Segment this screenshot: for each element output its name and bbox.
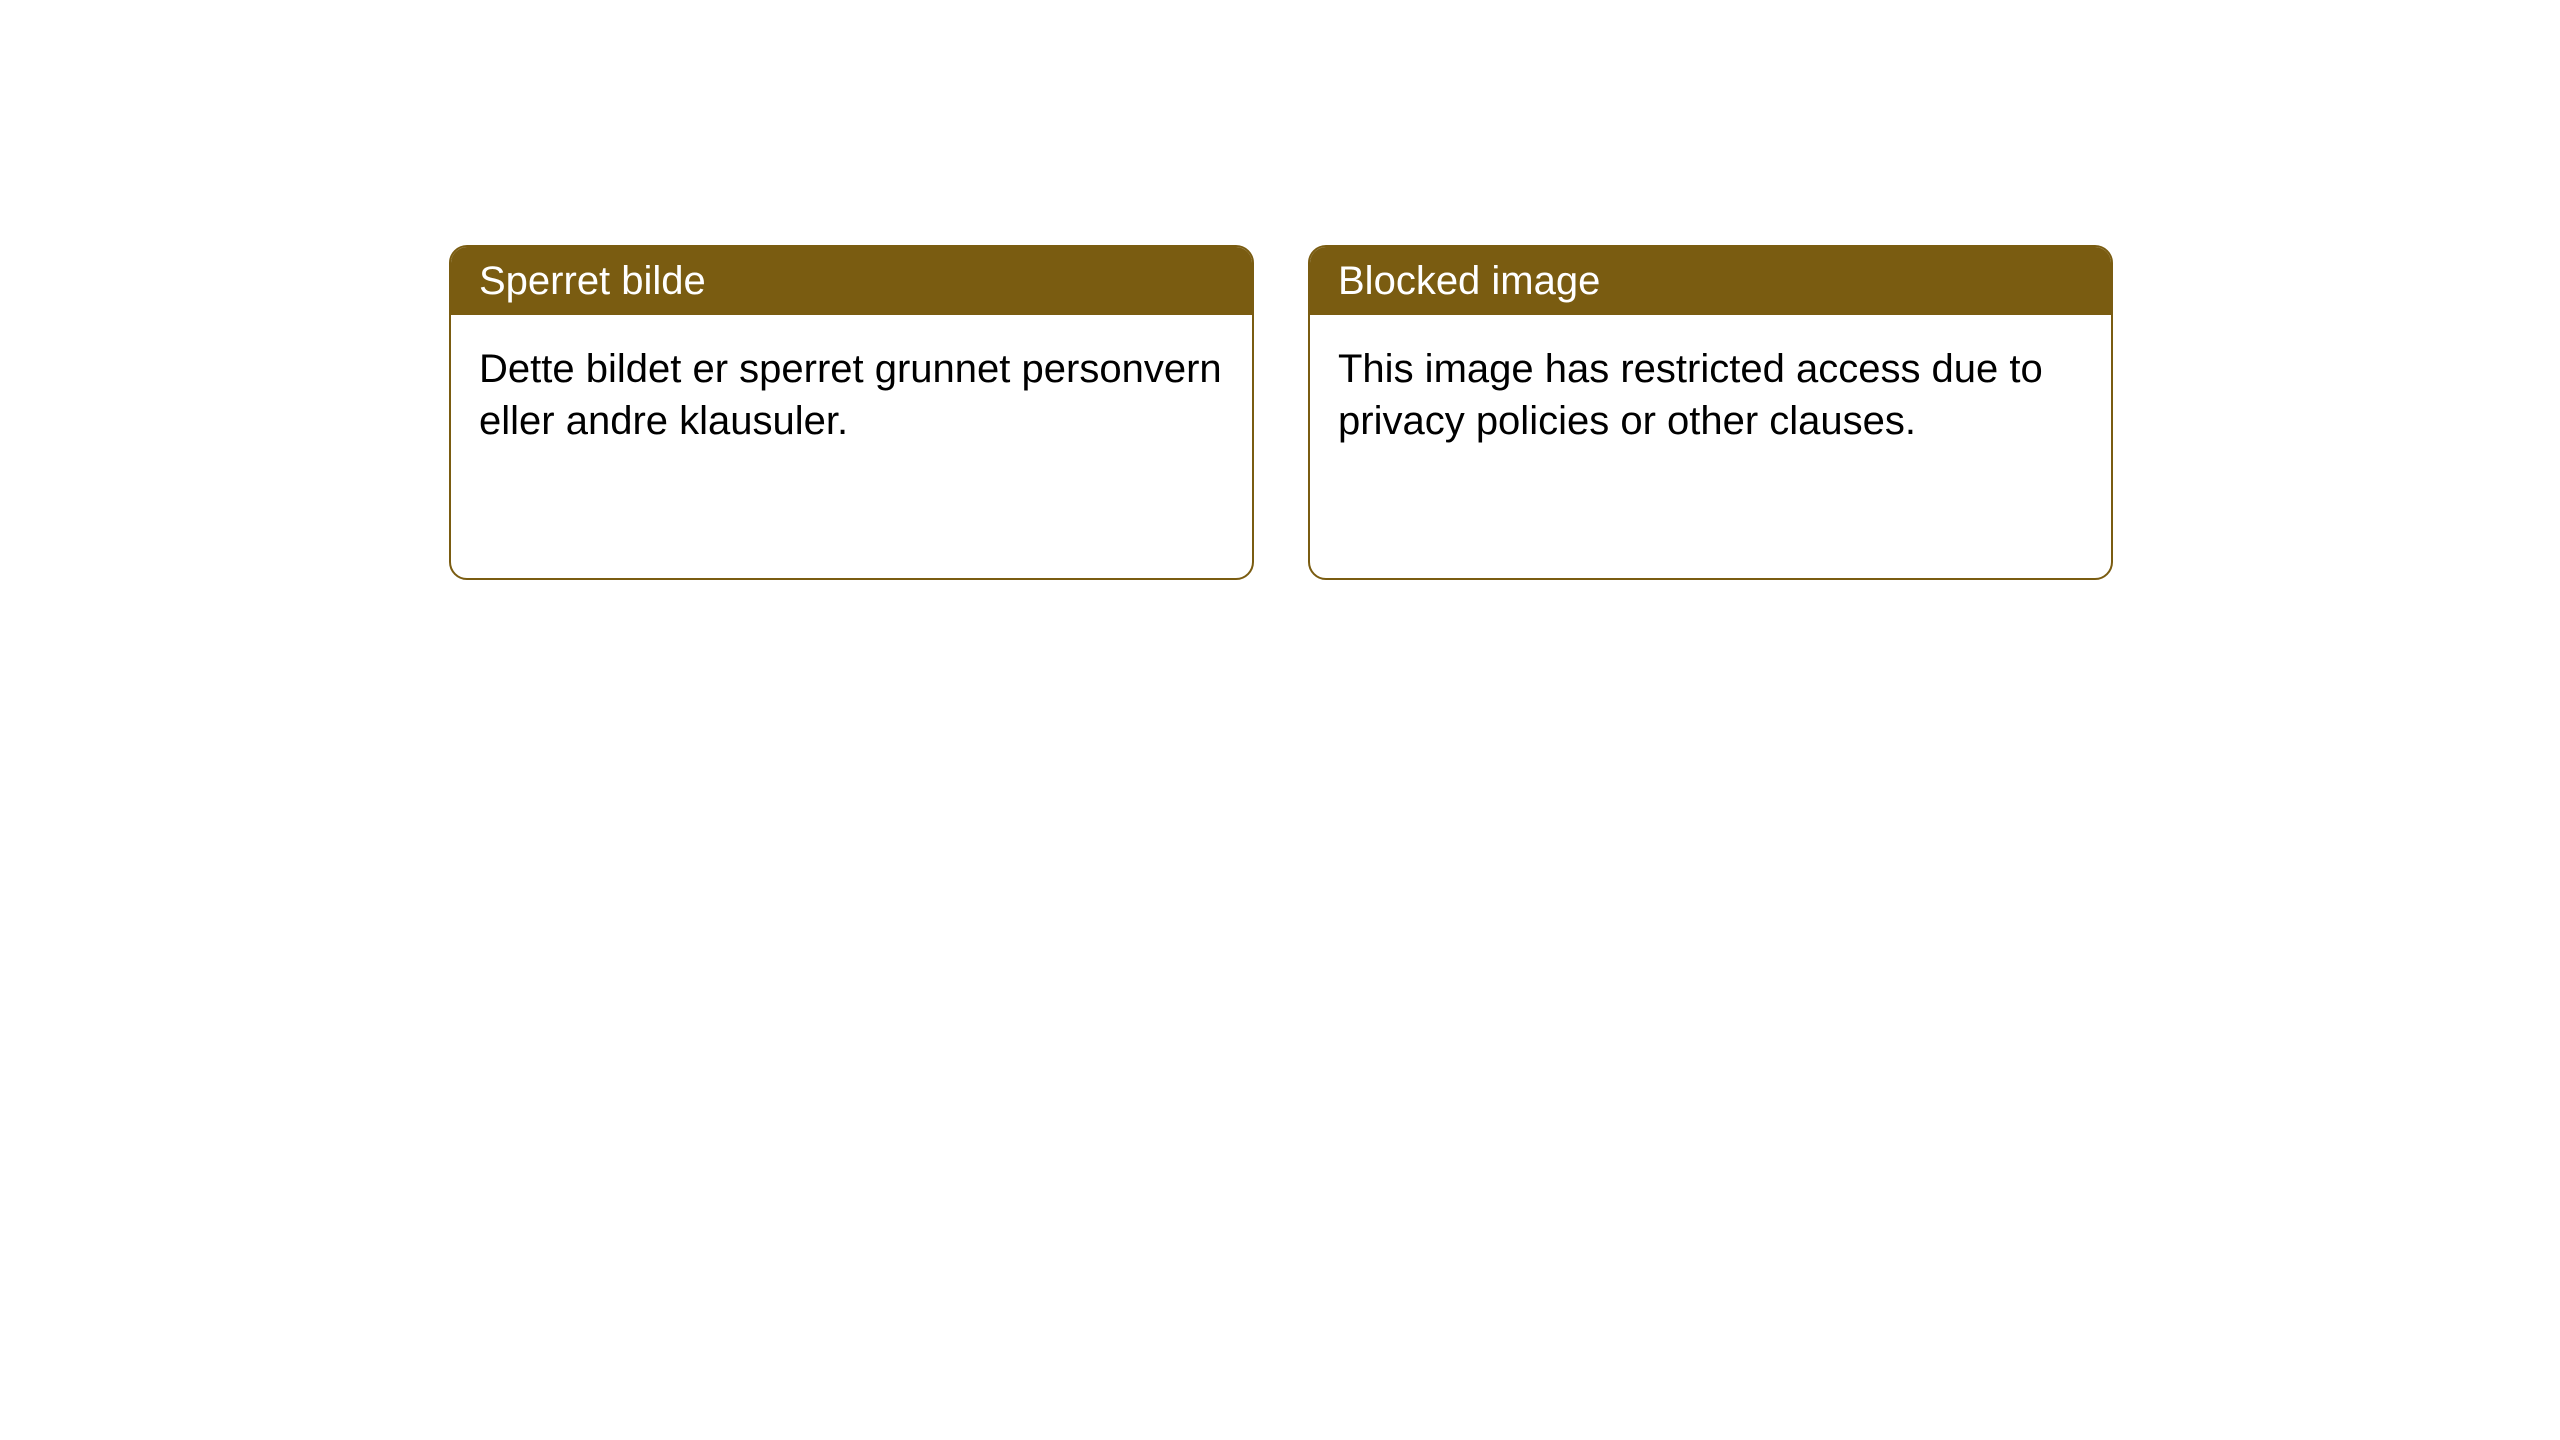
notice-card-norwegian: Sperret bilde Dette bildet er sperret gr… — [449, 245, 1254, 580]
notice-card-english: Blocked image This image has restricted … — [1308, 245, 2113, 580]
notice-body-norwegian: Dette bildet er sperret grunnet personve… — [451, 315, 1252, 475]
notice-header-english: Blocked image — [1310, 247, 2111, 315]
notice-header-norwegian: Sperret bilde — [451, 247, 1252, 315]
notice-container: Sperret bilde Dette bildet er sperret gr… — [449, 245, 2113, 580]
notice-body-english: This image has restricted access due to … — [1310, 315, 2111, 475]
